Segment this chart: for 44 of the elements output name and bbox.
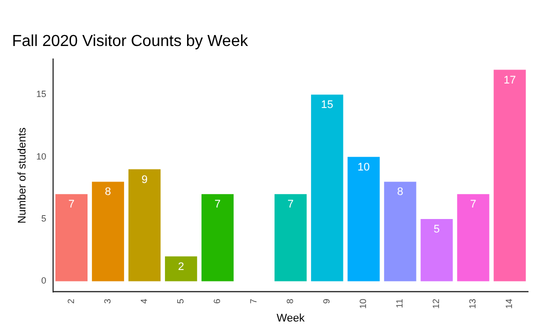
- data-label: 7: [288, 198, 294, 211]
- data-label: 9: [141, 174, 148, 186]
- data-label: 8: [397, 186, 404, 198]
- bar: [55, 194, 88, 282]
- bar: [92, 182, 124, 282]
- bar: [384, 182, 416, 282]
- bar: [128, 169, 161, 282]
- data-label: 7: [470, 198, 476, 211]
- bar: [164, 256, 198, 282]
- bar: [348, 156, 380, 282]
- x-tick-label: 3: [102, 298, 112, 304]
- x-tick-label: 2: [66, 298, 76, 304]
- data-label: 15: [321, 99, 334, 112]
- y-axis-title: Number of students: [16, 127, 29, 224]
- data-label: 5: [434, 224, 440, 236]
- data-label: 7: [68, 198, 75, 211]
- x-tick-label: 11: [394, 298, 405, 308]
- bar: [420, 219, 453, 282]
- x-axis-title: Week: [276, 312, 306, 324]
- bar: [494, 70, 526, 282]
- y-tick-label: 5: [41, 214, 46, 224]
- x-tick-label: 12: [431, 298, 442, 309]
- x-tick-label: 10: [358, 298, 368, 309]
- y-tick-label: 0: [41, 276, 46, 286]
- data-label: 10: [358, 161, 370, 174]
- bar: [274, 194, 307, 282]
- bar: [201, 194, 234, 282]
- data-label: 2: [178, 260, 184, 273]
- x-tick-label: 14: [504, 298, 514, 309]
- y-tick-label: 10: [36, 151, 46, 162]
- data-label: 8: [104, 186, 112, 198]
- y-tick-label: 15: [36, 89, 46, 100]
- data-label: 7: [214, 198, 221, 211]
- x-tick-label: 7: [248, 298, 259, 304]
- x-tick-label: 5: [176, 298, 186, 304]
- x-tick-label: 8: [285, 298, 296, 304]
- bar: [457, 194, 490, 282]
- x-tick-label: 13: [468, 298, 478, 309]
- x-tick-label: 4: [139, 298, 149, 304]
- x-tick-label: 6: [212, 298, 222, 304]
- bar: [311, 94, 344, 282]
- data-label: 17: [504, 74, 516, 86]
- x-tick-label: 9: [322, 298, 332, 304]
- chart-title: Fall 2020 Visitor Counts by Week: [12, 33, 249, 50]
